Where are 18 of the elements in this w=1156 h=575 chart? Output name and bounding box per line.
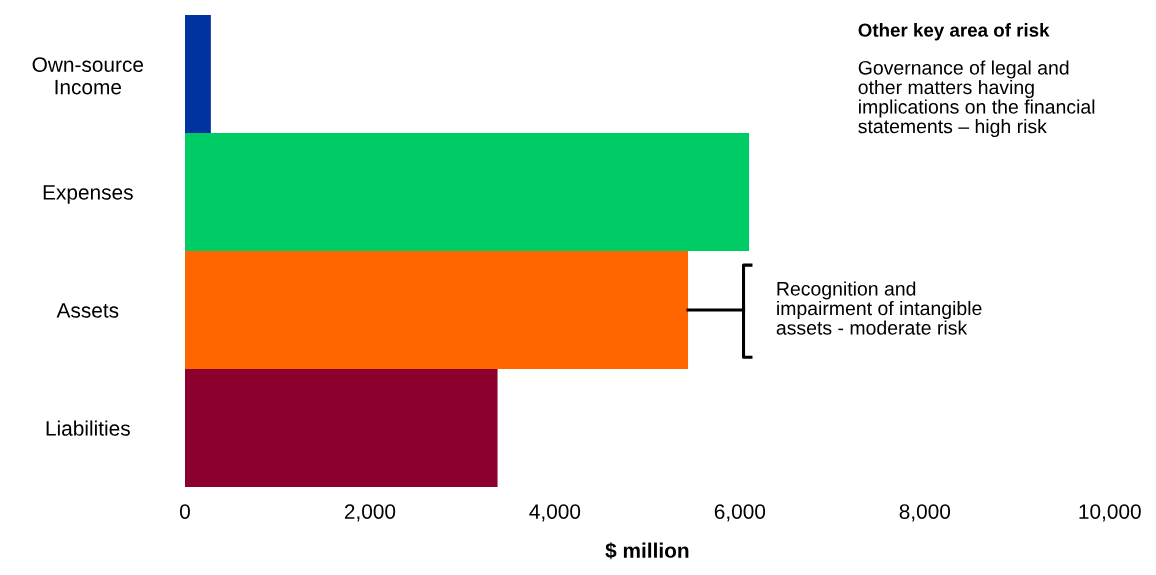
annotation: Other key area of risk: [858, 23, 1050, 41]
annotation: Governance of legal and other matters having implications on the financial statements – high risk: [858, 60, 1095, 138]
y-tick-label: Own-source Income: [32, 57, 144, 95]
x-tick-label: 4,000: [529, 504, 581, 522]
y-tick-label: Expenses: [43, 185, 133, 204]
bar: [184, 369, 498, 488]
bar: [184, 250, 689, 370]
x-tick-label: 2,000: [344, 504, 396, 522]
x-tick-label: 0: [179, 504, 190, 519]
y-tick-label: Assets: [56, 303, 119, 318]
annotation: Recognition and impairment of intangible assets - moderate risk: [776, 281, 982, 335]
y-tick-label: Liabilities: [46, 420, 130, 436]
x-tick-label: 10,000: [1079, 504, 1141, 522]
bar: [184, 132, 750, 251]
x-tick-label: 6,000: [714, 504, 766, 522]
bar: [184, 14, 211, 133]
x-axis-title: $ million: [605, 542, 689, 560]
x-tick-label: 8,000: [899, 504, 951, 522]
